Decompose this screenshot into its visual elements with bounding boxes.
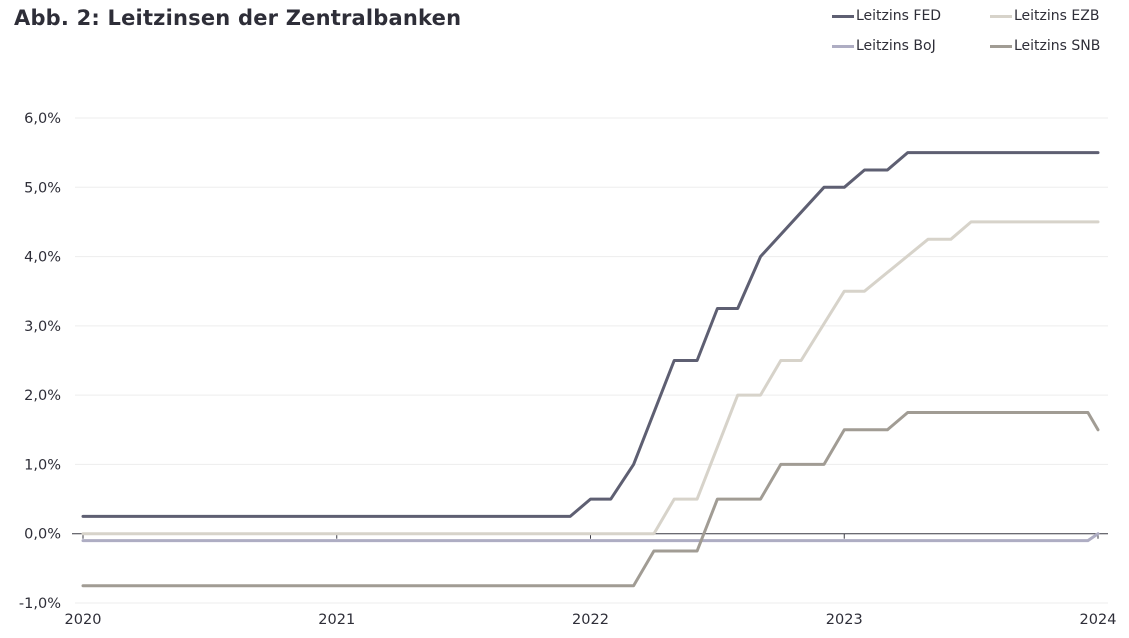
y-tick-label: 1,0% [24, 457, 61, 473]
x-tick-label: 2020 [65, 612, 102, 628]
legend-label-boj: Leitzins BoJ [856, 38, 936, 54]
x-tick-label: 2022 [572, 612, 609, 628]
chart-title: Abb. 2: Leitzinsen der Zentralbanken [14, 6, 462, 30]
x-tick-label: 2023 [826, 612, 863, 628]
legend-label-fed: Leitzins FED [856, 8, 942, 24]
y-tick-label: 0,0% [24, 527, 61, 543]
x-tick-label: 2021 [318, 612, 355, 628]
chart-legend: Leitzins FED Leitzins EZB Leitzins BoJ L… [832, 8, 1129, 58]
legend-label-ezb: Leitzins EZB [1014, 8, 1100, 24]
legend-swatch-boj [832, 44, 854, 48]
grid-lines [75, 117, 1108, 604]
tick-labels: -1,0% 0,0% 1,0% 2,0% 3,0% 4,0% 5,0% 6,0% 2020 202… [19, 111, 1117, 628]
series-lines [81, 151, 1100, 588]
y-tick-label: 6,0% [24, 111, 61, 127]
y-tick-label: 5,0% [24, 180, 61, 196]
series-line-boj [81, 532, 1100, 543]
legend-label-snb: Leitzins SNB [1014, 38, 1101, 54]
y-tick-label: 2,0% [24, 388, 61, 404]
legend-item-snb: Leitzins SNB [990, 38, 1100, 54]
legend-item-ezb: Leitzins EZB [990, 8, 1099, 24]
y-tick-label: 4,0% [24, 250, 61, 266]
series-line-snb [81, 411, 1100, 588]
legend-item-fed: Leitzins FED [832, 8, 941, 24]
legend-swatch-fed [832, 14, 854, 18]
series-line-ezb [81, 220, 1100, 536]
legend-item-boj: Leitzins BoJ [832, 38, 936, 54]
y-tick-label: 3,0% [24, 319, 61, 335]
legend-swatch-ezb [990, 14, 1012, 18]
series-line-fed [81, 151, 1100, 518]
legend-swatch-snb [990, 44, 1012, 48]
x-tick-label: 2024 [1080, 612, 1117, 628]
y-tick-label: -1,0% [19, 596, 61, 612]
